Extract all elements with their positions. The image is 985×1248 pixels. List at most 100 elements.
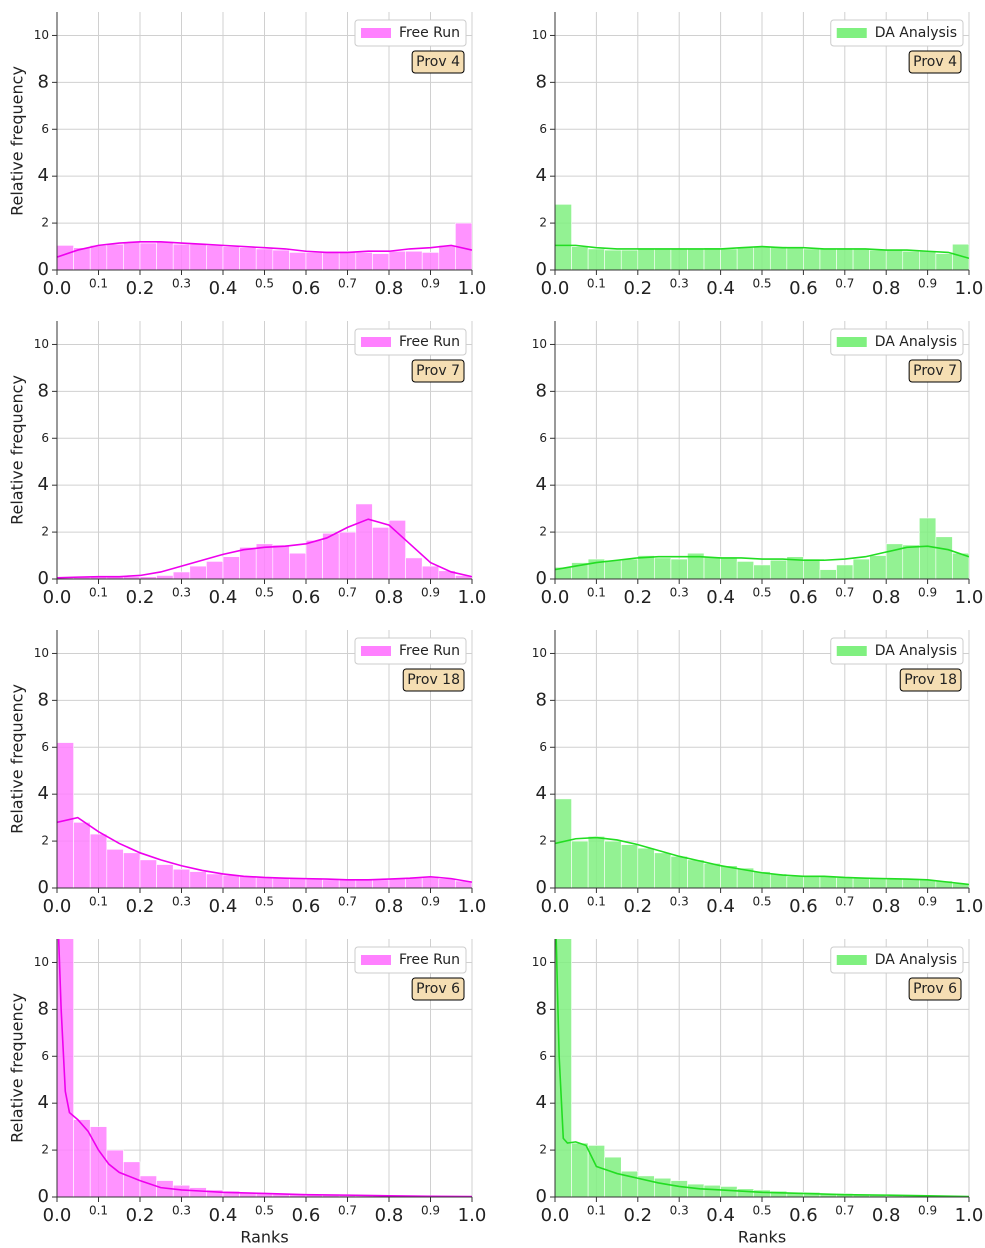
y-tick-label: 6: [41, 431, 49, 445]
x-tick-label: 0.5: [255, 895, 274, 909]
x-tick-label: 0.2: [623, 278, 652, 299]
plot-area: [57, 939, 472, 1197]
histogram-bar: [654, 557, 672, 579]
histogram-bar: [769, 559, 788, 579]
y-tick-label: 2: [539, 834, 547, 848]
plot-area: [555, 798, 969, 888]
legend-label: Free Run: [399, 643, 460, 659]
histogram-bar: [172, 868, 191, 888]
histogram-bar: [637, 248, 655, 270]
histogram-bar: [852, 877, 870, 888]
histogram-bar: [322, 250, 340, 270]
annotation-box: [908, 50, 962, 74]
histogram-bar: [803, 558, 821, 579]
histogram-bar: [836, 877, 854, 888]
kde-line: [555, 244, 969, 260]
x-tick-label: 0.0: [541, 896, 570, 917]
histogram-bar: [272, 544, 290, 579]
histogram-bar: [786, 875, 804, 888]
x-tick-label: 1.0: [458, 278, 487, 299]
y-tick-label: 6: [539, 122, 547, 136]
histogram-bar: [73, 822, 91, 888]
legend-label: DA Analysis: [875, 25, 957, 41]
x-tick-label: 0.0: [43, 587, 72, 608]
legend-box: [354, 637, 467, 665]
histogram-bar: [222, 556, 240, 579]
x-tick-label: 0.1: [587, 895, 606, 909]
histogram-bar: [222, 246, 240, 270]
x-tick-label: 0.5: [752, 586, 771, 600]
legend-swatch: [360, 28, 391, 38]
histogram-bar: [338, 250, 357, 270]
y-tick-label: 0: [536, 877, 547, 898]
annotation: Prov 6: [913, 981, 957, 997]
y-tick-label: 8: [38, 689, 49, 710]
histogram-bar: [338, 531, 357, 579]
histogram-bar: [670, 1180, 688, 1197]
histogram-bar: [172, 243, 191, 270]
histogram-bar: [803, 875, 821, 888]
x-axis-label: Ranks: [738, 1228, 786, 1247]
histogram-bar: [836, 248, 854, 270]
histogram-bar: [703, 863, 721, 888]
histogram-bar: [139, 859, 157, 888]
histogram-bar: [289, 552, 307, 579]
y-tick-label: 2: [41, 834, 49, 848]
histogram-bar: [206, 245, 224, 270]
y-tick-label: 8: [536, 689, 547, 710]
histogram-bar: [189, 565, 207, 579]
y-tick-label: 8: [38, 71, 49, 92]
histogram-bar: [819, 569, 837, 579]
legend-box: [354, 946, 467, 974]
x-tick-label: 0.5: [752, 277, 771, 291]
histogram-bar: [753, 246, 771, 270]
x-tick-label: 0.3: [172, 1204, 191, 1218]
histogram-bar: [786, 247, 804, 270]
histogram-bar: [206, 873, 224, 888]
histogram-bar: [604, 249, 622, 270]
histogram-bar: [769, 246, 788, 270]
x-tick-label: 0.7: [338, 895, 357, 909]
y-tick-label: 10: [532, 337, 547, 351]
y-tick-label: 0: [38, 877, 49, 898]
panel: 0 2 4 6 8 10 0.0 0.1 0.2 0.3 0.4 0.5 0.6 0.7 0.8 0.9 1.0…: [532, 321, 983, 608]
x-tick-label: 0.2: [623, 1205, 652, 1226]
annotation-box: [908, 359, 962, 383]
histogram-bar: [654, 1177, 672, 1197]
annotation: Prov 6: [416, 981, 460, 997]
x-tick-label: 0.6: [789, 896, 818, 917]
histogram-bar: [852, 248, 870, 270]
x-tick-label: 0.7: [338, 277, 357, 291]
histogram-bar: [620, 558, 639, 579]
histogram-bar: [355, 252, 373, 270]
x-tick-label: 0.5: [255, 277, 274, 291]
histogram-bar: [604, 559, 622, 579]
y-tick-label: 4: [536, 1092, 547, 1113]
y-tick-label: 10: [34, 337, 49, 351]
x-tick-label: 0.9: [918, 586, 937, 600]
x-tick-label: 0.8: [872, 278, 901, 299]
histogram-bar: [89, 833, 108, 888]
x-tick-label: 0.2: [623, 587, 652, 608]
y-tick-label: 0: [536, 1186, 547, 1207]
legend: DA Analysis: [830, 328, 964, 356]
x-tick-label: 0.7: [338, 586, 357, 600]
histogram-bar: [753, 1189, 771, 1197]
x-tick-label: 0.3: [670, 895, 689, 909]
x-tick-label: 0.6: [292, 587, 321, 608]
x-tick-label: 0.7: [835, 586, 854, 600]
legend-swatch: [360, 646, 391, 656]
histogram-bar: [388, 878, 406, 888]
histogram-bar: [670, 558, 688, 579]
kde-line: [555, 939, 969, 1197]
legend: DA Analysis: [830, 19, 964, 47]
histogram-bar: [438, 878, 456, 888]
histogram-bar: [736, 247, 755, 270]
histogram-bar: [372, 879, 390, 888]
x-tick-label: 0.4: [209, 896, 238, 917]
histogram-bar: [239, 875, 257, 888]
y-tick-label: 8: [536, 380, 547, 401]
y-tick-label: 0: [38, 1186, 49, 1207]
kde-line: [555, 545, 969, 571]
histogram-bar: [587, 248, 605, 270]
